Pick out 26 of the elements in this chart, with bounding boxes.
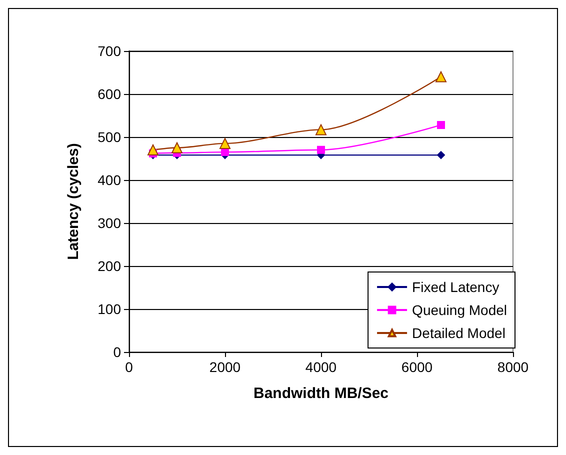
x-axis-title: Bandwidth MB/Sec <box>253 385 389 402</box>
x-tick-label: 0 <box>125 359 134 375</box>
legend-label: Queuing Model <box>412 302 507 318</box>
point <box>148 144 158 156</box>
y-tick-label: 200 <box>98 258 122 274</box>
x-tick-label: 8000 <box>497 359 529 375</box>
x-tick-label: 4000 <box>305 359 337 375</box>
point <box>317 146 325 154</box>
legend-label: Detailed Model <box>412 325 506 341</box>
point <box>316 124 326 136</box>
point <box>436 71 446 82</box>
y-tick-label: 300 <box>98 215 122 231</box>
x-tick-label: 2000 <box>209 359 241 375</box>
y-tick-label: 500 <box>98 129 122 145</box>
point <box>220 138 230 149</box>
legend-label: Fixed Latency <box>412 279 500 295</box>
y-tick-label: 700 <box>98 43 122 59</box>
y-tick-label: 600 <box>98 86 122 102</box>
x-tick-label: 6000 <box>401 359 433 375</box>
y-tick-label: 0 <box>113 344 122 360</box>
y-tick-label: 400 <box>98 172 122 188</box>
point <box>437 151 445 160</box>
point <box>172 142 182 154</box>
y-tick-label: 100 <box>98 301 122 317</box>
y-axis-title: Latency (cycles) <box>65 143 82 260</box>
point <box>437 120 445 129</box>
